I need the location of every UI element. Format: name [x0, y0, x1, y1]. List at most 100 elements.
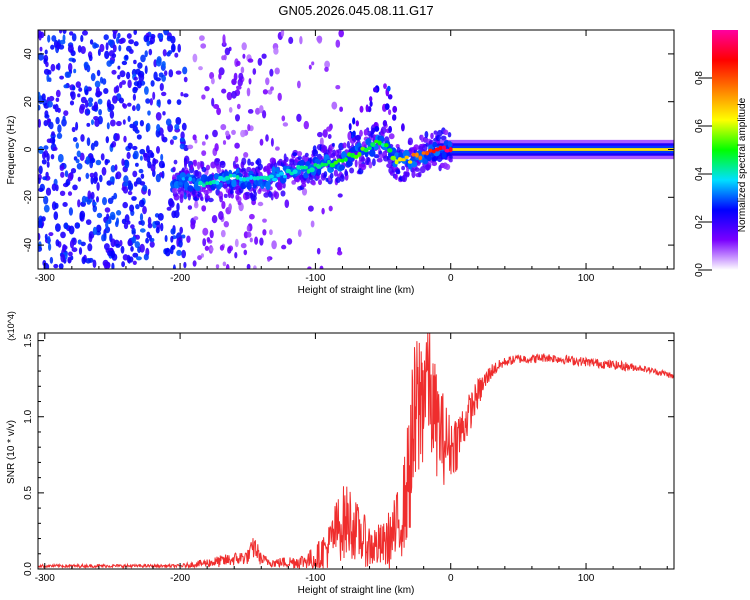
- ridge-peak: [438, 145, 443, 151]
- noise-speckle: [61, 118, 67, 127]
- ridge-scatter: [359, 105, 364, 113]
- noise-speckle: [79, 210, 86, 220]
- noise-speckle: [162, 111, 166, 116]
- noise-speckle: [38, 104, 41, 111]
- ridge-scatter: [372, 158, 376, 167]
- noise-speckle: [175, 117, 182, 125]
- noise-speckle: [109, 176, 115, 183]
- ridge-scatter: [443, 129, 449, 136]
- noise-speckle: [209, 72, 215, 80]
- noise-speckle: [193, 216, 199, 221]
- noise-speckle: [86, 122, 91, 127]
- noise-speckle: [198, 66, 203, 71]
- noise-speckle: [116, 133, 120, 141]
- noise-speckle: [122, 103, 126, 108]
- noise-speckle: [146, 122, 151, 132]
- noise-speckle: [147, 216, 152, 225]
- ridge-blob: [218, 182, 223, 188]
- ridge-scatter: [414, 167, 421, 172]
- noise-speckle: [50, 154, 55, 160]
- noise-speckle: [237, 78, 243, 87]
- noise-speckle: [142, 206, 147, 215]
- noise-speckle: [116, 210, 122, 216]
- noise-speckle: [183, 261, 187, 269]
- noise-speckle: [60, 171, 65, 178]
- noise-speckle: [138, 73, 145, 82]
- noise-speckle: [92, 226, 97, 236]
- noise-speckle: [225, 130, 230, 137]
- ridge-scatter: [304, 152, 309, 158]
- ridge-scatter: [406, 167, 410, 173]
- noise-speckle: [162, 49, 167, 57]
- ridge-scatter: [376, 157, 383, 163]
- noise-speckle: [124, 159, 130, 169]
- ridge-scatter: [352, 130, 356, 137]
- noise-speckle: [180, 131, 185, 140]
- noise-speckle: [127, 190, 133, 196]
- noise-speckle: [77, 199, 81, 208]
- ridge-peak: [279, 171, 285, 176]
- noise-speckle: [48, 243, 52, 251]
- noise-speckle: [50, 63, 56, 72]
- ridge-blob: [368, 149, 376, 157]
- noise-speckle: [59, 75, 64, 80]
- ridge-peak: [224, 175, 230, 181]
- noise-speckle: [257, 201, 264, 207]
- noise-speckle: [38, 187, 44, 192]
- ridge-scatter: [197, 171, 202, 179]
- noise-speckle: [231, 129, 236, 135]
- noise-speckle: [85, 172, 90, 179]
- noise-speckle: [45, 187, 52, 196]
- noise-speckle: [49, 256, 54, 264]
- noise-speckle: [57, 124, 62, 133]
- ridge-peak: [441, 145, 447, 151]
- ridge-scatter: [331, 142, 335, 147]
- ridge-peak: [336, 158, 342, 163]
- noise-speckle: [150, 238, 155, 242]
- ridge-blob: [187, 185, 194, 192]
- noise-speckle: [85, 156, 90, 165]
- ridge-scatter: [384, 103, 390, 110]
- noise-speckle: [106, 219, 112, 225]
- noise-speckle: [55, 116, 60, 125]
- noise-speckle: [118, 44, 122, 52]
- ridge-blob: [314, 158, 321, 164]
- ridge-scatter: [422, 136, 429, 143]
- noise-speckle: [137, 62, 143, 69]
- noise-speckle: [150, 152, 155, 159]
- ridge-scatter: [392, 105, 398, 113]
- ridge-scatter: [241, 157, 247, 166]
- noise-speckle: [220, 229, 226, 238]
- noise-speckle: [235, 114, 240, 122]
- noise-speckle: [90, 73, 96, 82]
- noise-speckle: [62, 202, 68, 207]
- noise-speckle: [46, 118, 52, 123]
- ridge-scatter: [369, 100, 373, 107]
- ridge-scatter: [337, 149, 342, 154]
- noise-speckle: [121, 261, 125, 268]
- noise-speckle: [172, 43, 175, 52]
- noise-speckle: [48, 232, 54, 237]
- ridge-blob: [265, 181, 271, 191]
- ridge-scatter: [250, 161, 255, 166]
- ridge-peak: [333, 160, 339, 165]
- noise-speckle: [93, 171, 98, 179]
- noise-speckle: [221, 88, 227, 94]
- noise-speckle: [172, 264, 176, 269]
- ridge-peak: [329, 162, 336, 168]
- x-tick-label: -200: [170, 573, 190, 584]
- noise-speckle: [86, 109, 91, 114]
- noise-speckle: [75, 142, 80, 149]
- y-tick-label: 0: [23, 146, 34, 152]
- noise-speckle: [335, 39, 341, 48]
- noise-speckle: [338, 30, 344, 38]
- noise-speckle: [69, 31, 74, 36]
- noise-speckle: [44, 49, 48, 55]
- noise-speckle: [139, 228, 146, 233]
- noise-speckle: [286, 238, 293, 245]
- y-tick-label: 0.0: [23, 562, 34, 576]
- noise-speckle: [129, 204, 135, 212]
- noise-speckle: [69, 100, 75, 106]
- noise-speckle: [55, 64, 60, 70]
- ridge-peak: [357, 151, 362, 157]
